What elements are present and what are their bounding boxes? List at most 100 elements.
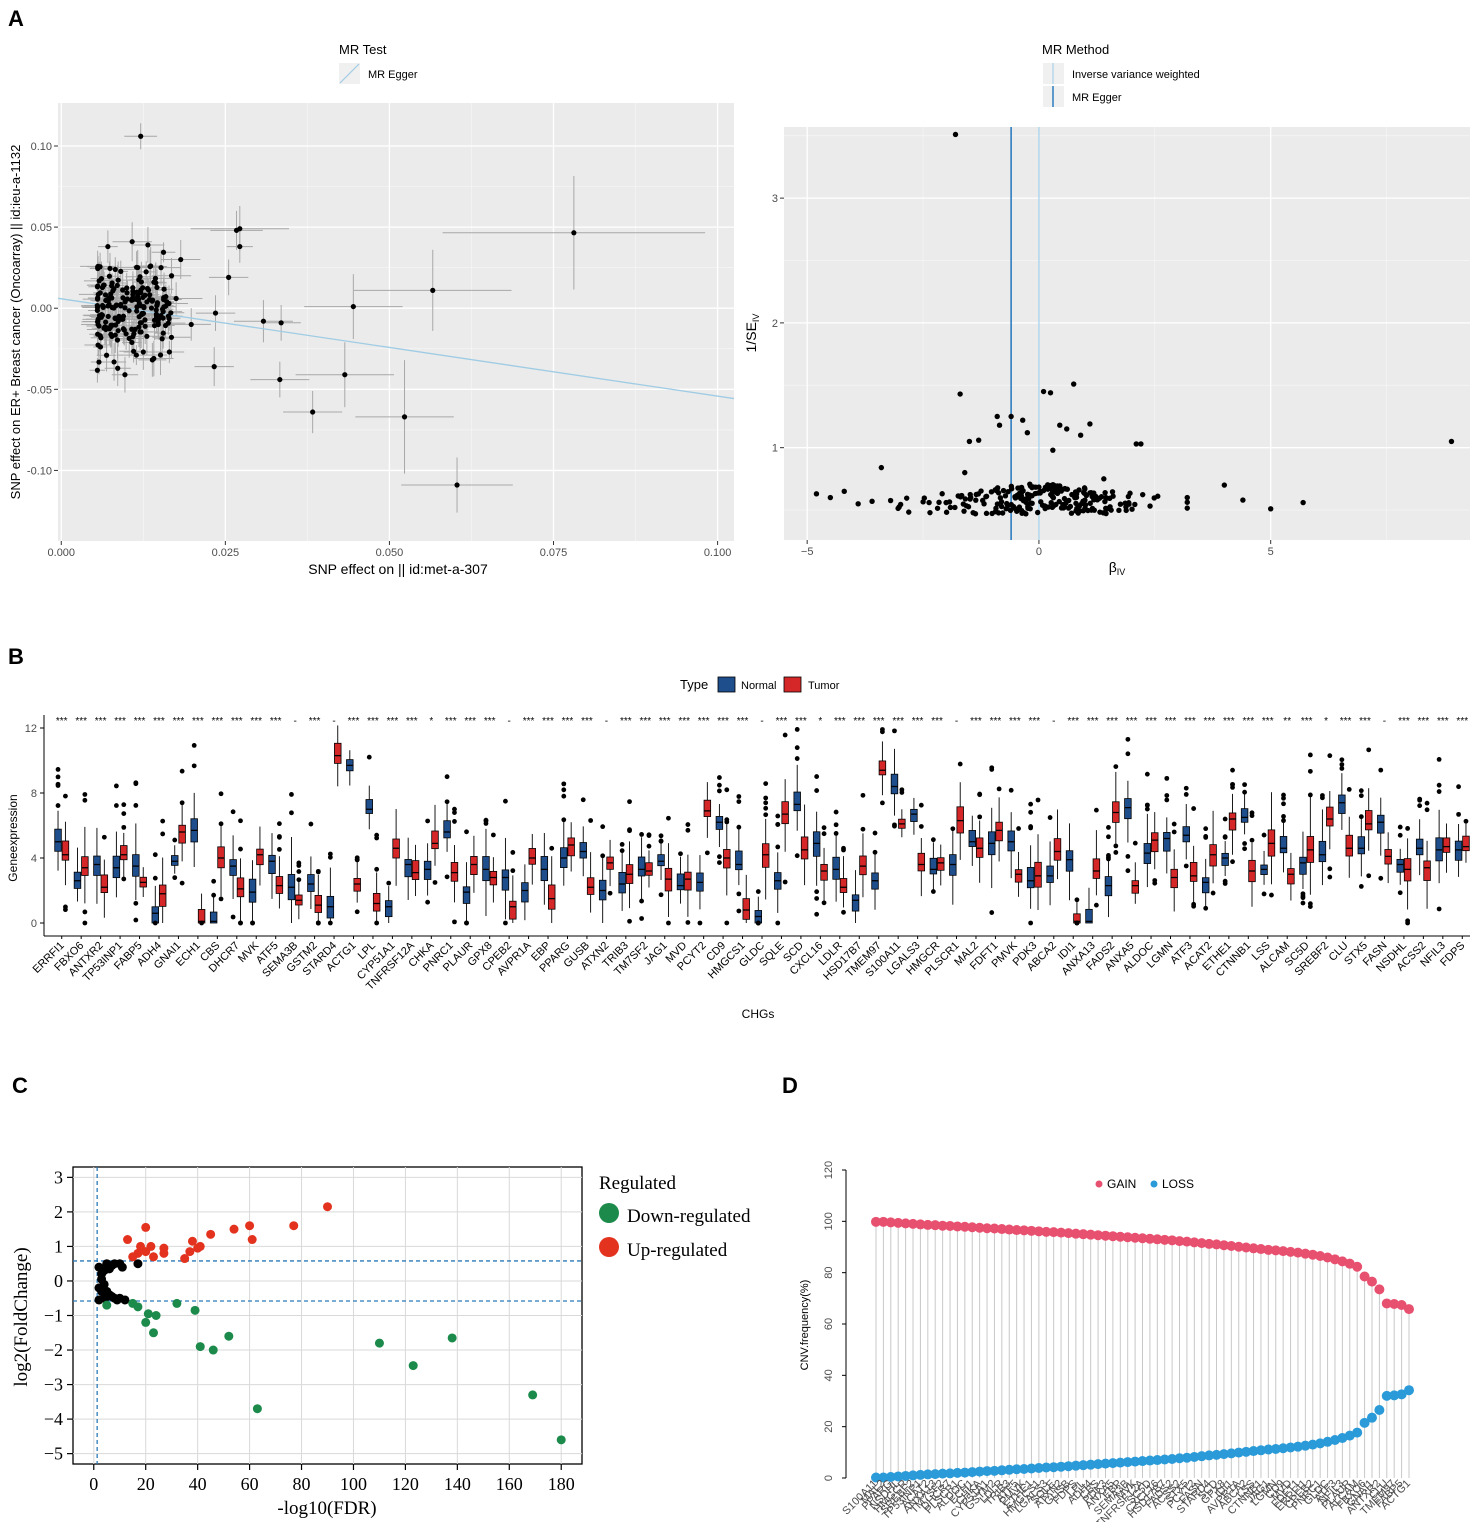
snp-point: [95, 264, 101, 270]
gain-point: [1130, 1232, 1141, 1243]
box-outlier: [1397, 890, 1403, 896]
significance-label: ***: [834, 716, 846, 727]
funnel-point: [1018, 507, 1025, 514]
significance-label: ***: [56, 716, 68, 727]
significance-label: ***: [211, 716, 223, 727]
snp-point: [148, 305, 155, 311]
box-outlier: [1028, 809, 1034, 815]
significance-label: **: [1283, 716, 1291, 727]
funnel-point: [1061, 495, 1068, 502]
box-outlier: [327, 854, 333, 860]
funnel-point: [1037, 490, 1043, 496]
box-outlier: [607, 890, 613, 896]
significance-label: ***: [892, 716, 904, 727]
box-body: [1189, 862, 1198, 882]
snp-point: [158, 265, 164, 271]
y-tick-label: −4: [44, 1409, 63, 1429]
loss-legend-label: LOSS: [1162, 1177, 1194, 1191]
box-outlier: [327, 851, 333, 857]
box-outlier: [160, 831, 166, 837]
box-body: [832, 856, 840, 880]
snp-point: [99, 302, 106, 309]
box-body: [1396, 858, 1404, 873]
box-outlier: [782, 879, 788, 885]
snp-point: [148, 263, 154, 269]
box-body: [1345, 834, 1353, 857]
significance-label: ***: [1145, 716, 1157, 727]
tumor-legend-label: Tumor: [808, 680, 840, 692]
box-outlier: [1028, 920, 1034, 926]
snp-point: [350, 303, 356, 310]
box-body: [995, 821, 1003, 842]
funnel-point: [1139, 491, 1146, 498]
loss-point: [1196, 1451, 1207, 1462]
significance-label: ***: [523, 716, 535, 727]
x-tick-label: 60: [241, 1474, 259, 1494]
funnel-point: [1138, 441, 1144, 447]
funnel-point: [1045, 486, 1051, 492]
box-body: [1092, 858, 1101, 879]
funnel-point: [1132, 501, 1138, 508]
loss-point: [922, 1469, 933, 1480]
significance-label: ***: [562, 716, 574, 727]
box-outlier: [1047, 815, 1053, 820]
snp-point: [95, 304, 101, 310]
funnel-point: [962, 469, 968, 476]
loss-point: [1100, 1458, 1111, 1469]
box-body: [528, 848, 536, 865]
box-body: [1240, 808, 1249, 823]
funnel-point: [1184, 494, 1190, 501]
box-body: [81, 856, 89, 876]
box-outlier: [697, 920, 703, 926]
box-body: [968, 830, 976, 847]
box-outlier: [1203, 905, 1209, 911]
loss-point: [1263, 1444, 1274, 1455]
box-outlier: [289, 792, 294, 797]
box-outlier: [452, 919, 457, 925]
box-outlier: [782, 732, 788, 738]
box-outlier: [230, 914, 236, 920]
c-x-axis-title: -log10(FDR): [277, 1498, 376, 1519]
box-outlier: [1456, 784, 1461, 790]
box-outlier: [452, 806, 457, 812]
significance-label: ***: [912, 716, 924, 727]
loss-point: [1181, 1452, 1192, 1463]
funnel-point: [1034, 509, 1041, 516]
gain-point: [1278, 1246, 1289, 1257]
box-body: [586, 877, 595, 895]
funnel-point: [988, 489, 995, 495]
funnel-point: [1064, 426, 1070, 432]
box-outlier: [230, 809, 236, 815]
snp-point: [173, 295, 179, 302]
b-significance-labels: *** *** *** *** *** *** *** *** *** *** *** *** - ***…: [56, 716, 1468, 727]
box-outlier: [717, 788, 722, 794]
loss-point: [959, 1467, 970, 1478]
box-outlier: [121, 824, 127, 830]
a-right-x-ticks: −5 0 5: [801, 540, 1274, 558]
loss-point: [1048, 1462, 1059, 1473]
x-tick-label: 80: [293, 1474, 311, 1494]
y-tick-label: 0: [823, 1475, 835, 1481]
funnel-point: [1082, 505, 1088, 511]
gain-point: [1359, 1271, 1370, 1282]
box-body: [1228, 812, 1237, 831]
box-outlier: [704, 850, 710, 856]
box-body: [217, 846, 225, 869]
snp-point: [162, 322, 169, 329]
snp-point: [144, 299, 150, 305]
type-legend-title: Type: [680, 677, 708, 692]
snp-point: [129, 339, 135, 346]
gain-point: [908, 1218, 919, 1229]
not-significant-point: [117, 1262, 127, 1272]
box-body: [793, 791, 801, 812]
down-regulated-point: [252, 1404, 262, 1414]
b-axes: [43, 715, 1470, 937]
ivw-legend-key: [1043, 63, 1064, 84]
y-tick-label: 3: [772, 193, 778, 205]
y-tick-label: 2: [54, 1202, 63, 1222]
down-regulated-point: [408, 1361, 418, 1371]
gain-point: [1137, 1233, 1148, 1244]
box-outlier: [872, 849, 878, 855]
funnel-point: [1087, 500, 1093, 507]
box-body: [1279, 836, 1288, 854]
